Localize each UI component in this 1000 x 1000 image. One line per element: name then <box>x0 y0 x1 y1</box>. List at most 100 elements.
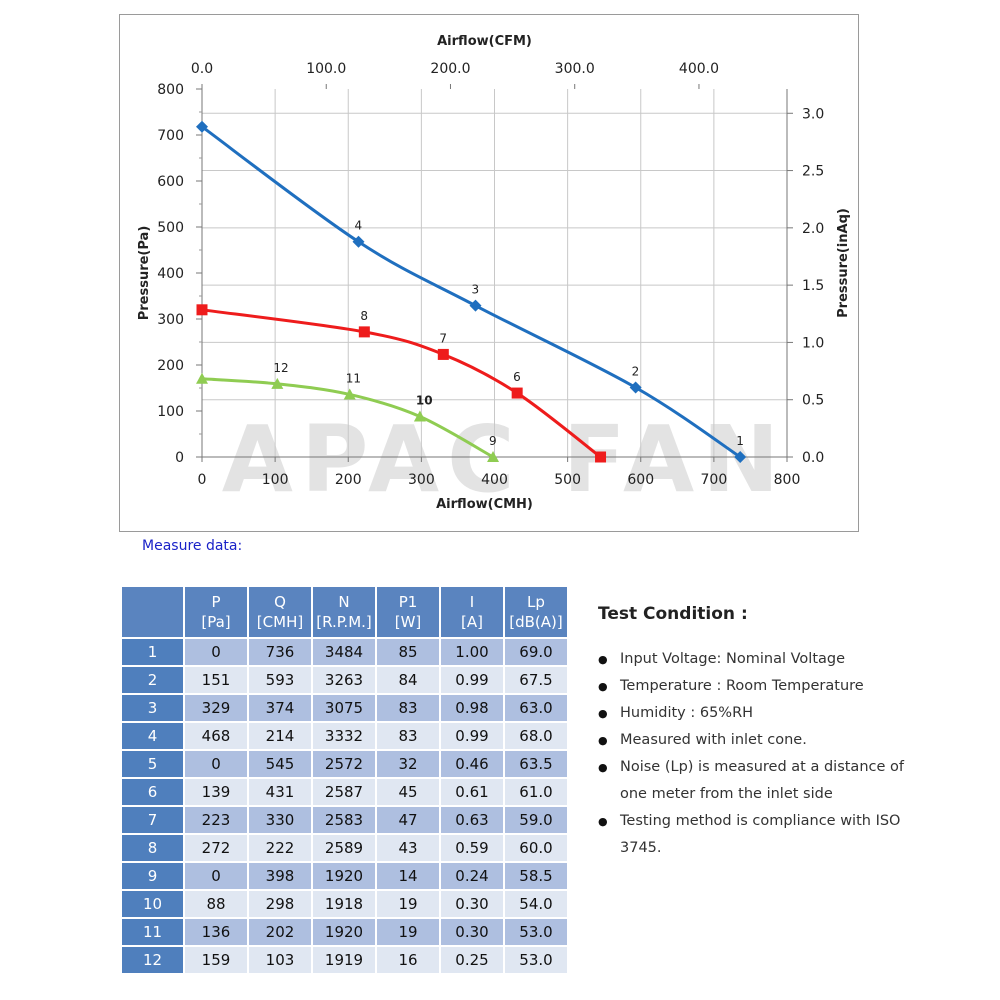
bottom-tick-label: 500 <box>554 472 581 488</box>
table-cell: 0.30 <box>441 891 503 917</box>
table-cell: 85 <box>377 639 439 665</box>
table-row: 12 159 103 1919 16 0.25 53.0 <box>122 947 567 973</box>
left-tick-label: 0 <box>175 450 184 466</box>
top-tick-label: 400.0 <box>679 61 719 77</box>
table-cell: 16 <box>377 947 439 973</box>
data-point-label: 3 <box>471 283 479 297</box>
table-header-cell: P [Pa] <box>185 587 247 637</box>
data-point-marker <box>413 410 426 422</box>
table-cell: 431 <box>249 779 311 805</box>
table-cell: 3332 <box>313 723 375 749</box>
bottom-tick-label: 700 <box>701 472 728 488</box>
table-row: 1 0 736 3484 85 1.00 69.0 <box>122 639 567 665</box>
table-cell: 69.0 <box>505 639 567 665</box>
table-row: 8 272 222 2589 43 0.59 60.0 <box>122 835 567 861</box>
table-header-symbol: N <box>338 593 350 611</box>
right-tick-label: 3.0 <box>802 106 824 122</box>
table-cell: 1918 <box>313 891 375 917</box>
table-cell: 61.0 <box>505 779 567 805</box>
table-row-number: 8 <box>122 835 183 861</box>
right-tick-label: 2.0 <box>802 221 824 237</box>
table-cell: 32 <box>377 751 439 777</box>
table-cell: 63.5 <box>505 751 567 777</box>
table-corner-cell <box>122 587 183 637</box>
table-cell: 0.61 <box>441 779 503 805</box>
table-header-cell: Q [CMH] <box>249 587 311 637</box>
table-cell: 3484 <box>313 639 375 665</box>
table-cell: 58.5 <box>505 863 567 889</box>
test-condition-panel: Test Condition : Input Voltage: Nominal … <box>598 604 918 862</box>
bottom-axis-title: Airflow(CMH) <box>436 497 533 512</box>
table-row-number: 5 <box>122 751 183 777</box>
test-condition-item: Temperature : Room Temperature <box>598 673 918 700</box>
table-cell: 0.99 <box>441 723 503 749</box>
data-point-marker <box>487 451 500 462</box>
data-point-marker <box>196 120 208 133</box>
table-header-cell: Lp [dB(A)] <box>505 587 567 637</box>
table-cell: 374 <box>249 695 311 721</box>
data-point-marker <box>469 299 482 312</box>
left-tick-label: 500 <box>157 220 184 236</box>
data-point-marker <box>343 388 356 400</box>
pq-chart: APAC FAN 0 100 200 300 400 500 600 700 800 0 100 200… <box>137 34 851 513</box>
table-cell: 59.0 <box>505 807 567 833</box>
top-axis-title: Airflow(CFM) <box>437 34 532 49</box>
table-cell: 47 <box>377 807 439 833</box>
data-point-marker <box>352 235 365 248</box>
table-row-number: 4 <box>122 723 183 749</box>
data-point-label: 10 <box>416 394 433 408</box>
measure-data-title: Measure data: <box>142 538 243 554</box>
table-header-symbol: Lp <box>527 593 545 611</box>
table-row: 5 0 545 2572 32 0.46 63.5 <box>122 751 567 777</box>
top-tick-label: 300.0 <box>555 61 595 77</box>
table-cell: 202 <box>249 919 311 945</box>
table-row-number: 2 <box>122 667 183 693</box>
table-cell: 1.00 <box>441 639 503 665</box>
table-header-symbol: P <box>211 593 221 611</box>
table-cell: 2587 <box>313 779 375 805</box>
left-tick-label: 800 <box>157 82 184 98</box>
table-cell: 468 <box>185 723 247 749</box>
table-cell: 0.98 <box>441 695 503 721</box>
table-cell: 19 <box>377 919 439 945</box>
table-cell: 398 <box>249 863 311 889</box>
table-cell: 88 <box>185 891 247 917</box>
table-cell: 214 <box>249 723 311 749</box>
top-tick-label: 200.0 <box>430 61 470 77</box>
table-cell: 159 <box>185 947 247 973</box>
test-condition-item: Input Voltage: Nominal Voltage <box>598 646 918 673</box>
table-cell: 0.99 <box>441 667 503 693</box>
left-tick-label: 600 <box>157 174 184 190</box>
table-cell: 103 <box>249 947 311 973</box>
top-tick-label: 100.0 <box>306 61 346 77</box>
table-cell: 593 <box>249 667 311 693</box>
table-cell: 2572 <box>313 751 375 777</box>
table-row: 4 468 214 3332 83 0.99 68.0 <box>122 723 567 749</box>
right-tick-label: 1.5 <box>802 278 824 294</box>
data-point-marker <box>196 372 208 384</box>
table-row-number: 10 <box>122 891 183 917</box>
data-point-marker <box>437 348 449 360</box>
data-point-label: 1 <box>736 434 744 448</box>
data-point-marker <box>196 304 208 316</box>
table-cell: 151 <box>185 667 247 693</box>
left-tick-label: 700 <box>157 128 184 144</box>
right-tick-label: 0.5 <box>802 393 824 409</box>
left-tick-label: 100 <box>157 404 184 420</box>
table-header-unit: [R.P.M.] <box>316 613 372 631</box>
bottom-tick-label: 100 <box>262 472 289 488</box>
chart-frame: APAC FAN 0 100 200 300 400 500 600 700 800 0 100 200… <box>119 14 859 532</box>
table-header-unit: [dB(A)] <box>509 613 563 631</box>
table-cell: 3263 <box>313 667 375 693</box>
table-cell: 139 <box>185 779 247 805</box>
table-cell: 60.0 <box>505 835 567 861</box>
table-row: 3 329 374 3075 83 0.98 63.0 <box>122 695 567 721</box>
table-row-number: 3 <box>122 695 183 721</box>
bottom-tick-label: 200 <box>335 472 362 488</box>
right-tick-label: 0.0 <box>802 450 824 466</box>
table-cell: 0.25 <box>441 947 503 973</box>
table-header-unit: [A] <box>461 613 483 631</box>
table-cell: 0 <box>185 863 247 889</box>
table-cell: 67.5 <box>505 667 567 693</box>
data-point-marker <box>595 451 607 463</box>
